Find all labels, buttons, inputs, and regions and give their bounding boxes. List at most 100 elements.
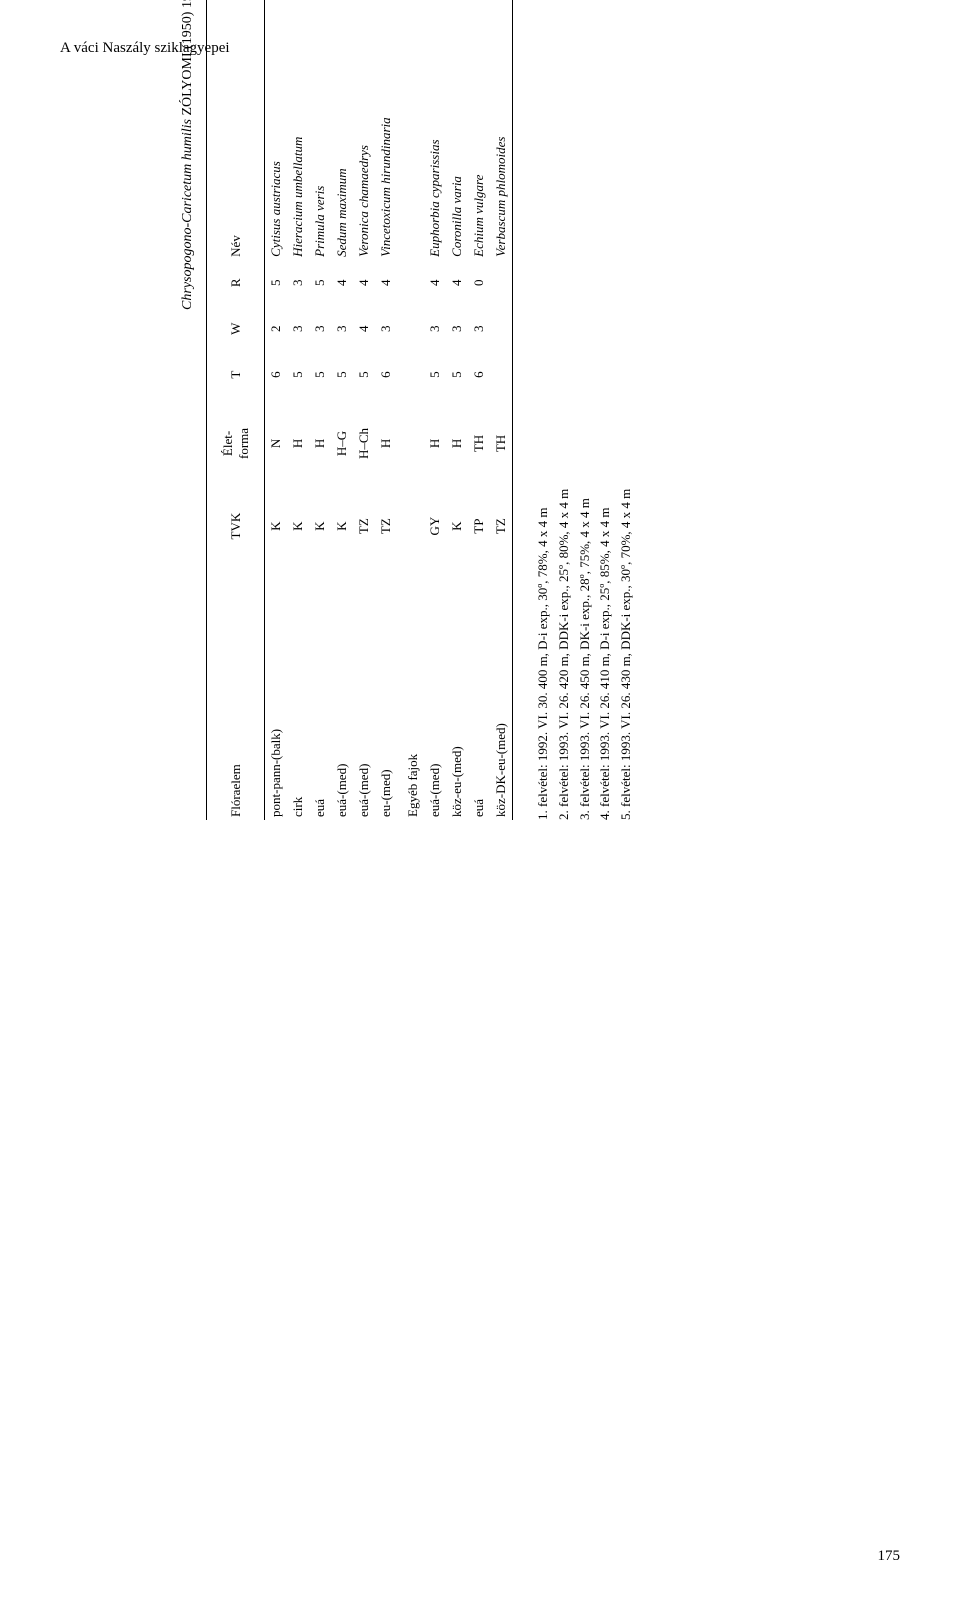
table-cell: 5 <box>265 260 288 306</box>
title-year: (1950) 1958 <box>180 0 195 52</box>
table-cell: TZ <box>490 489 513 562</box>
header-floraelem: Flóraelem <box>207 563 265 820</box>
table-cell: köz-eu-(med) <box>446 563 468 820</box>
table-cell: Euphorbia cyparissias <box>424 0 446 260</box>
footnotes: 1. felvétel: 1992. VI. 30. 400 m, D-i ex… <box>533 0 637 820</box>
table-cell: TH <box>490 398 513 490</box>
table-cell: Veronica chamaedrys <box>353 0 375 260</box>
table-cell: 3 <box>287 306 309 352</box>
table-cell: 5 <box>446 352 468 398</box>
table-cell: 4 <box>424 260 446 306</box>
table-cell: 3 <box>424 306 446 352</box>
table-title: Chrysopogono-Caricetum humilis ZÓLYOMI (… <box>180 0 196 820</box>
table-cell: Coronilla varia <box>446 0 468 260</box>
table-row: euá-(med)KH–G534Sedum maximum–+–––I+ <box>331 0 353 820</box>
header-t: T <box>207 352 265 398</box>
table-cell <box>490 352 513 398</box>
table-cell: 3 <box>446 306 468 352</box>
table-cell: 4 <box>353 260 375 306</box>
table-row: pont-pann-(balk)KN625Cytisus austriacus–… <box>265 0 288 820</box>
table-cell: 5 <box>309 352 331 398</box>
table-cell: K <box>287 489 309 562</box>
header-eletforma: Élet- forma <box>207 398 265 490</box>
table-cell: H <box>375 398 397 490</box>
table-cell: 5 <box>424 352 446 398</box>
table-cell: TZ <box>353 489 375 562</box>
table-row: euá-(med)TZH–Ch544Veronica chamaedrys–+–… <box>353 0 375 820</box>
table-cell: euá <box>309 563 331 820</box>
table-cell: Vincetoxicum hirundinaria <box>375 0 397 260</box>
table-row: köz-DK-eu-(med)TZTHVerbascum phlomoides+… <box>490 0 513 820</box>
table-cell: pont-pann-(balk) <box>265 563 288 820</box>
table-cell: 6 <box>375 352 397 398</box>
table-cell: H <box>446 398 468 490</box>
table-cell <box>490 260 513 306</box>
table-cell: 3 <box>331 306 353 352</box>
table-row: cirkKH533Hieracium umbellatum–+–––I+ <box>287 0 309 820</box>
table-cell: Echium vulgare <box>468 0 490 260</box>
table-cell: TP <box>468 489 490 562</box>
table-cell: Sedum maximum <box>331 0 353 260</box>
table-cell: 5 <box>287 352 309 398</box>
footnote-line: 1. felvétel: 1992. VI. 30. 400 m, D-i ex… <box>533 0 554 820</box>
header-tvk: TVK <box>207 489 265 562</box>
table-cell: 2 <box>265 306 288 352</box>
table-cell: K <box>309 489 331 562</box>
table-cell: 3 <box>375 306 397 352</box>
species-table: Flóraelem TVK Élet- forma T W R Név Felv… <box>206 0 513 820</box>
table-cell: H–Ch <box>353 398 375 490</box>
table-cell: köz-DK-eu-(med) <box>490 563 513 820</box>
table-cell: 5 <box>331 352 353 398</box>
table-cell: 3 <box>309 306 331 352</box>
table-cell: 4 <box>353 306 375 352</box>
table-cell: Primula veris <box>309 0 331 260</box>
footnote-line: 5. felvétel: 1993. VI. 26. 430 m, DDK-i … <box>616 0 637 820</box>
table-cell: H <box>309 398 331 490</box>
table-cell: 4 <box>375 260 397 306</box>
table-cell: K <box>446 489 468 562</box>
header-r: R <box>207 260 265 306</box>
section-label: Egyéb fajok <box>397 0 424 820</box>
table-row: euáTPTH630Echium vulgare–+––+I+ <box>468 0 490 820</box>
table-cell: GY <box>424 489 446 562</box>
table-row: köz-eu-(med)KH534Coronilla varia––––+I+ <box>446 0 468 820</box>
table-cell: H–G <box>331 398 353 490</box>
table-cell: TH <box>468 398 490 490</box>
table-body: pont-pann-(balk)KN625Cytisus austriacus–… <box>265 0 513 820</box>
table-cell: 4 <box>331 260 353 306</box>
table-cell: euá-(med) <box>331 563 353 820</box>
table-cell: 6 <box>265 352 288 398</box>
table-cell: 3 <box>468 306 490 352</box>
table-cell: 0 <box>468 260 490 306</box>
table-row: euáKH535Primula veris–––+–I+ <box>309 0 331 820</box>
table-cell: 3 <box>287 260 309 306</box>
title-prefix: Chrysopogono-Caricetum humilis <box>180 116 195 310</box>
table-cell: 5 <box>309 260 331 306</box>
table-cell: K <box>331 489 353 562</box>
table-cell: N <box>265 398 288 490</box>
table-cell: euá-(med) <box>424 563 446 820</box>
table-cell: 4 <box>446 260 468 306</box>
table-cell <box>490 306 513 352</box>
header-nev: Név <box>207 0 265 260</box>
table-cell: H <box>287 398 309 490</box>
table-cell: euá-(med) <box>353 563 375 820</box>
table-cell: Verbascum phlomoides <box>490 0 513 260</box>
title-author: ZÓLYOMI <box>180 52 195 115</box>
footnote-line: 2. felvétel: 1993. VI. 26. 420 m, DDK-i … <box>554 0 575 820</box>
table-cell: Cytisus austriacus <box>265 0 288 260</box>
page-number: 175 <box>878 1548 901 1565</box>
table-cell: K <box>265 489 288 562</box>
footnote-line: 4. felvétel: 1993. VI. 26. 410 m, D-i ex… <box>595 0 616 820</box>
section-row: Egyéb fajok <box>397 0 424 820</box>
table-cell: 6 <box>468 352 490 398</box>
table-cell: H <box>424 398 446 490</box>
table-cell: TZ <box>375 489 397 562</box>
table-cell: euá <box>468 563 490 820</box>
table-cell: Hieracium umbellatum <box>287 0 309 260</box>
table-row: euá-(med)GYH534Euphorbia cyparissias+–++… <box>424 0 446 820</box>
footnote-line: 3. felvétel: 1993. VI. 26. 450 m, DK-i e… <box>575 0 596 820</box>
table-row: eu-(med)TZH634Vincetoxicum hirundinaria–… <box>375 0 397 820</box>
table-cell: cirk <box>287 563 309 820</box>
table-cell: eu-(med) <box>375 563 397 820</box>
